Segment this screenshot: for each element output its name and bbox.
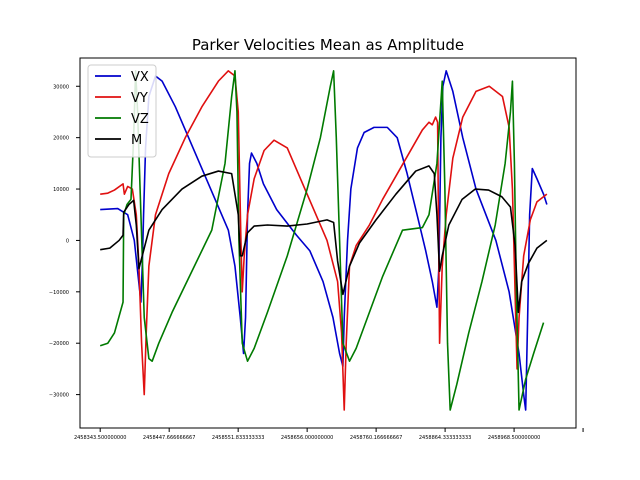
chart-title: Parker Velocities Mean as Amplitude [192, 36, 464, 54]
x-tick-label: 2458447.666666667 [143, 435, 196, 441]
legend-box [87, 64, 157, 158]
legend-label-vz: VZ [131, 112, 149, 127]
y-tick-label: −10000 [49, 290, 69, 296]
x-tick-label: 2458656.000000000 [281, 435, 334, 441]
x-tick-label: 2458968.500000000 [488, 435, 541, 441]
plot-frame [79, 57, 577, 429]
series-line-vz [99, 70, 545, 411]
x-tick-label: 2458760.166666667 [350, 435, 403, 441]
legend-label-m: M [131, 133, 142, 148]
y-tick-label: 10000 [53, 187, 69, 193]
legend-label-vy: VY [131, 91, 148, 106]
x-tick-label: 2458343.500000000 [74, 435, 127, 441]
x-tick-label: 2458864.333333333 [419, 435, 472, 441]
x-axis: 2458343.500000000 2458447.666666667 245855… [74, 428, 584, 441]
y-tick-label: 30000 [53, 84, 69, 90]
x-tick-label: 2458551.833333333 [212, 435, 265, 441]
y-tick-label: 20000 [53, 136, 69, 142]
y-tick-label: −30000 [49, 393, 69, 399]
legend-label-vx: VX [131, 70, 149, 85]
series-line-vy [100, 70, 548, 411]
y-tick-label: −20000 [49, 341, 69, 347]
series-line-m [100, 165, 548, 314]
y-tick-label: 0 [66, 238, 69, 244]
y-axis: −30000 −20000 −10000 0 10000 20000 30000 [49, 84, 80, 399]
series-group [99, 70, 548, 411]
legend: VX VY VZ M [87, 64, 157, 158]
